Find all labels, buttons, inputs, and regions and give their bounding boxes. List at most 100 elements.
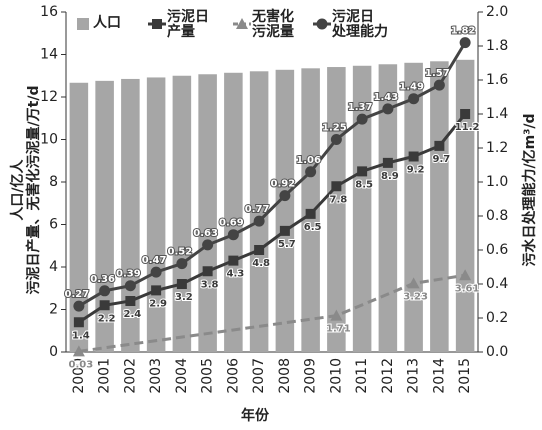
data-label: 5.7 — [278, 239, 296, 250]
x-tick-label: 2005 — [200, 358, 216, 394]
data-label: 2.9 — [149, 298, 167, 309]
y-tick-label: 14 — [40, 47, 58, 63]
x-tick-label: 2010 — [328, 358, 344, 394]
y-tick-label: 12 — [40, 89, 58, 105]
marker — [460, 109, 471, 119]
data-label: 4.8 — [252, 258, 270, 269]
y-axis-title: 污泥日产量、无害化污泥量/万t/d — [25, 86, 42, 295]
marker — [253, 215, 265, 227]
data-label: 1.57 — [425, 68, 450, 79]
marker — [176, 279, 187, 289]
y2-tick-label: 0.6 — [486, 242, 508, 258]
data-label: 0.92 — [271, 179, 296, 190]
bar — [172, 75, 192, 352]
marker — [279, 225, 290, 236]
bar — [455, 59, 475, 352]
marker — [433, 79, 445, 91]
data-label: 2.4 — [124, 309, 142, 320]
marker — [305, 208, 316, 219]
x-tick-label: 2003 — [148, 358, 164, 394]
x-tick-label: 2012 — [380, 358, 396, 394]
y-tick-label: 0 — [49, 344, 58, 360]
x-tick-label: 2015 — [457, 358, 473, 394]
marker — [227, 229, 239, 241]
data-label: 3.61 — [455, 283, 480, 294]
marker — [125, 296, 136, 306]
marker — [176, 258, 188, 270]
data-label: 1.43 — [374, 92, 399, 103]
bar — [404, 62, 423, 352]
data-label: 4.3 — [227, 269, 245, 280]
data-label: 2.2 — [98, 313, 116, 324]
x-tick-label: 2001 — [97, 358, 113, 394]
marker — [202, 239, 214, 251]
marker — [150, 266, 162, 278]
bar — [275, 69, 295, 353]
data-label: 0.69 — [219, 218, 244, 229]
data-label: 0.03 — [69, 359, 94, 370]
marker — [408, 151, 419, 162]
data-label: 3.2 — [175, 292, 193, 303]
marker — [124, 280, 136, 292]
y2-tick-label: 0.2 — [486, 310, 508, 326]
x-tick-label: 2002 — [122, 358, 138, 394]
legend-marker — [236, 18, 248, 29]
marker — [202, 266, 213, 277]
y-tick-label: 8 — [49, 174, 58, 190]
marker — [356, 113, 368, 125]
x-tick-label: 2013 — [406, 358, 422, 394]
bar — [378, 64, 398, 353]
data-label: 1.71 — [326, 324, 351, 335]
bar — [69, 82, 89, 352]
y2-tick-label: 1.2 — [486, 140, 508, 156]
y-tick-label: 16 — [40, 4, 58, 20]
legend-label: 污泥日 产量 — [167, 9, 209, 40]
data-label: 1.06 — [296, 155, 321, 166]
marker — [434, 140, 445, 151]
marker — [382, 103, 394, 115]
y2-tick-label: 1.8 — [486, 38, 508, 54]
marker — [72, 345, 85, 357]
data-label: 0.63 — [193, 228, 218, 239]
x-tick-label: 2000 — [71, 358, 87, 394]
marker — [228, 255, 239, 266]
bar — [95, 80, 114, 352]
data-label: 8.9 — [381, 171, 399, 182]
data-label: 0.47 — [142, 255, 167, 266]
x-tick-label: 2004 — [174, 358, 190, 394]
data-label: 1.4 — [72, 330, 90, 341]
data-label: 9.2 — [407, 165, 425, 176]
y2-axis-title: 污水日处理能力/亿m³/d — [521, 114, 538, 267]
data-label: 7.8 — [330, 194, 348, 205]
data-label: 3.8 — [201, 279, 219, 290]
marker — [254, 245, 265, 255]
marker — [459, 37, 471, 49]
bar — [146, 77, 166, 352]
bar — [430, 61, 449, 353]
bar — [224, 72, 243, 353]
y2-tick-label: 2.0 — [486, 4, 508, 20]
line — [78, 113, 467, 324]
y2-tick-label: 0.4 — [486, 276, 508, 292]
data-label: 3.23 — [403, 291, 428, 302]
bar — [249, 71, 269, 352]
y2-tick-label: 1.0 — [486, 174, 508, 190]
x-tick-label: 2006 — [225, 358, 241, 394]
y2-tick-label: 0.0 — [486, 344, 508, 360]
line — [78, 41, 467, 308]
marker — [73, 300, 85, 312]
data-label: 9.7 — [433, 154, 451, 165]
marker — [357, 166, 368, 177]
data-label: 11.2 — [455, 122, 480, 133]
data-label: 1.37 — [348, 102, 373, 113]
x-tick-label: 2011 — [354, 358, 370, 394]
marker — [408, 93, 420, 105]
x-tick-label: 2008 — [277, 358, 293, 394]
marker — [407, 277, 420, 289]
legend-label: 人口 — [93, 15, 121, 31]
marker — [151, 285, 162, 296]
data-label: 1.82 — [451, 26, 476, 37]
data-label: 0.39 — [116, 269, 141, 280]
